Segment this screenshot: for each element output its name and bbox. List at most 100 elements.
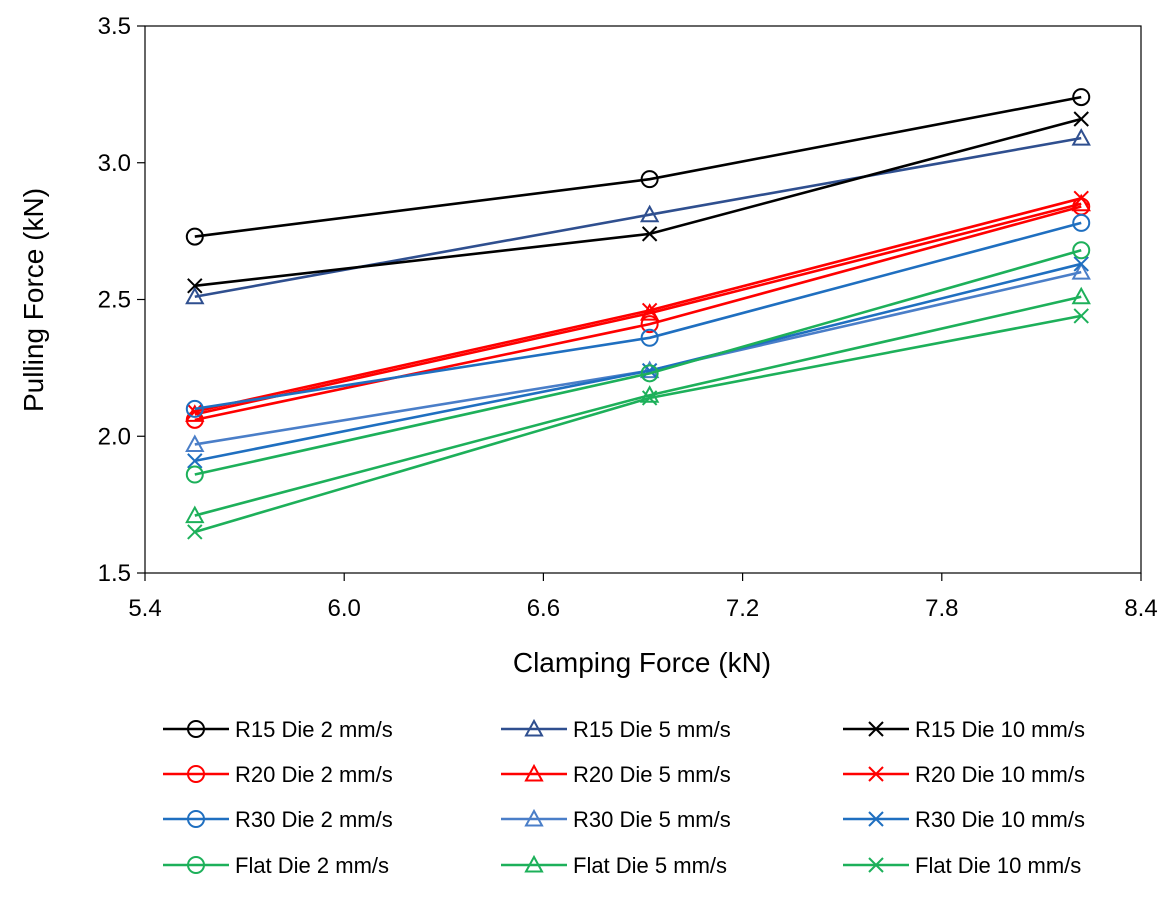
data-point <box>1073 256 1089 272</box>
series-line <box>194 262 1082 463</box>
data-point <box>1072 241 1091 260</box>
legend-item: R30 Die 10 mm/s <box>843 807 1085 832</box>
data-point <box>185 404 205 422</box>
series-line <box>194 295 1082 517</box>
legend-label: R30 Die 5 mm/s <box>573 807 731 832</box>
data-point <box>185 399 204 418</box>
legend-item: R15 Die 2 mm/s <box>163 717 393 742</box>
y-tick-label: 3.5 <box>98 13 131 40</box>
series-3 <box>187 111 1089 294</box>
legend-marker <box>524 718 544 737</box>
legend-label: R30 Die 2 mm/s <box>235 807 393 832</box>
series-line <box>194 95 1082 238</box>
y-axis-title: Pulling Force (kN) <box>18 188 49 412</box>
series-12 <box>187 308 1089 540</box>
x-tick-label: 6.0 <box>328 595 361 622</box>
x-tick-label: 7.8 <box>925 595 958 622</box>
data-point <box>640 315 659 334</box>
legend-marker <box>524 763 544 782</box>
series-6 <box>187 190 1089 420</box>
data-point <box>1073 190 1089 207</box>
data-point <box>639 204 660 223</box>
series-line <box>194 221 1082 411</box>
legend-marker <box>868 811 884 827</box>
data-point <box>641 226 658 242</box>
data-point <box>1072 213 1091 232</box>
series-line <box>194 197 1082 413</box>
series-line <box>194 205 1082 422</box>
y-tick-label: 2.0 <box>98 423 131 450</box>
y-tick-label: 1.5 <box>98 560 131 587</box>
legend-item: Flat Die 2 mm/s <box>163 853 389 878</box>
legend-marker <box>187 720 205 738</box>
plot-area <box>144 25 1142 574</box>
data-point <box>1073 308 1089 324</box>
series-2 <box>185 128 1091 305</box>
legend-marker <box>524 808 544 827</box>
data-point <box>187 278 203 294</box>
legend-marker <box>868 766 884 782</box>
y-tick-label: 2.5 <box>98 287 131 314</box>
series-line <box>194 202 1082 416</box>
data-point <box>1071 286 1091 305</box>
series-1 <box>185 88 1091 246</box>
series-10 <box>185 241 1091 484</box>
legend-marker <box>187 765 205 783</box>
legend-label: Flat Die 10 mm/s <box>915 853 1081 878</box>
series-11 <box>185 286 1091 524</box>
data-point <box>1071 128 1091 146</box>
legend-item: R15 Die 10 mm/s <box>843 717 1085 742</box>
series-layer <box>185 88 1091 540</box>
series-line <box>194 136 1082 299</box>
data-point <box>1073 111 1089 127</box>
legend-item: R30 Die 5 mm/s <box>501 807 731 832</box>
legend-label: R15 Die 5 mm/s <box>573 717 731 742</box>
data-point <box>187 524 203 540</box>
series-8 <box>185 262 1091 452</box>
legend-item: R20 Die 2 mm/s <box>163 762 393 787</box>
data-point <box>641 302 658 319</box>
legend-label: R20 Die 10 mm/s <box>915 762 1085 787</box>
legend-marker <box>868 857 884 873</box>
data-point <box>187 453 203 469</box>
data-point <box>185 227 204 246</box>
data-point <box>641 390 658 406</box>
data-point <box>1071 262 1091 280</box>
data-point <box>640 364 659 383</box>
legend-item: Flat Die 5 mm/s <box>501 853 727 878</box>
legend-item: R20 Die 10 mm/s <box>843 762 1085 787</box>
legend-label: R30 Die 10 mm/s <box>915 807 1085 832</box>
plot-border <box>144 25 1142 574</box>
data-point <box>185 505 205 524</box>
data-point <box>185 465 204 484</box>
legend-marker <box>187 810 205 828</box>
data-point <box>1072 88 1091 107</box>
legend-item: R30 Die 2 mm/s <box>163 807 393 832</box>
series-9 <box>187 256 1089 469</box>
x-tick-label: 7.2 <box>726 595 759 622</box>
legend-label: R20 Die 2 mm/s <box>235 762 393 787</box>
legend-label: Flat Die 5 mm/s <box>573 853 727 878</box>
legend-marker <box>524 854 544 873</box>
x-axis-title: Clamping Force (kN) <box>513 647 771 678</box>
x-tick-label: 6.6 <box>527 595 560 622</box>
legend-marker <box>868 721 884 737</box>
legend-label: R15 Die 10 mm/s <box>915 717 1085 742</box>
series-line <box>194 249 1082 476</box>
legend: R15 Die 2 mm/s R15 Die 5 mm/s R15 Die 10 m… <box>163 717 1085 878</box>
legend-label: R15 Die 2 mm/s <box>235 717 393 742</box>
legend-marker <box>187 856 205 874</box>
x-tick-label: 5.4 <box>128 595 161 622</box>
axes: 1.5 2.0 2.5 3.0 3.5 5.4 6.0 6.6 7.2 7.8 8.4 <box>98 13 1158 622</box>
series-7 <box>185 213 1091 418</box>
legend-label: Flat Die 2 mm/s <box>235 853 389 878</box>
data-point <box>640 328 659 347</box>
legend-label: R20 Die 5 mm/s <box>573 762 731 787</box>
legend-item: R20 Die 5 mm/s <box>501 762 731 787</box>
data-point <box>185 434 205 452</box>
legend-item: Flat Die 10 mm/s <box>843 853 1081 878</box>
series-line <box>194 117 1082 288</box>
data-point <box>185 286 205 305</box>
series-5 <box>185 193 1091 422</box>
